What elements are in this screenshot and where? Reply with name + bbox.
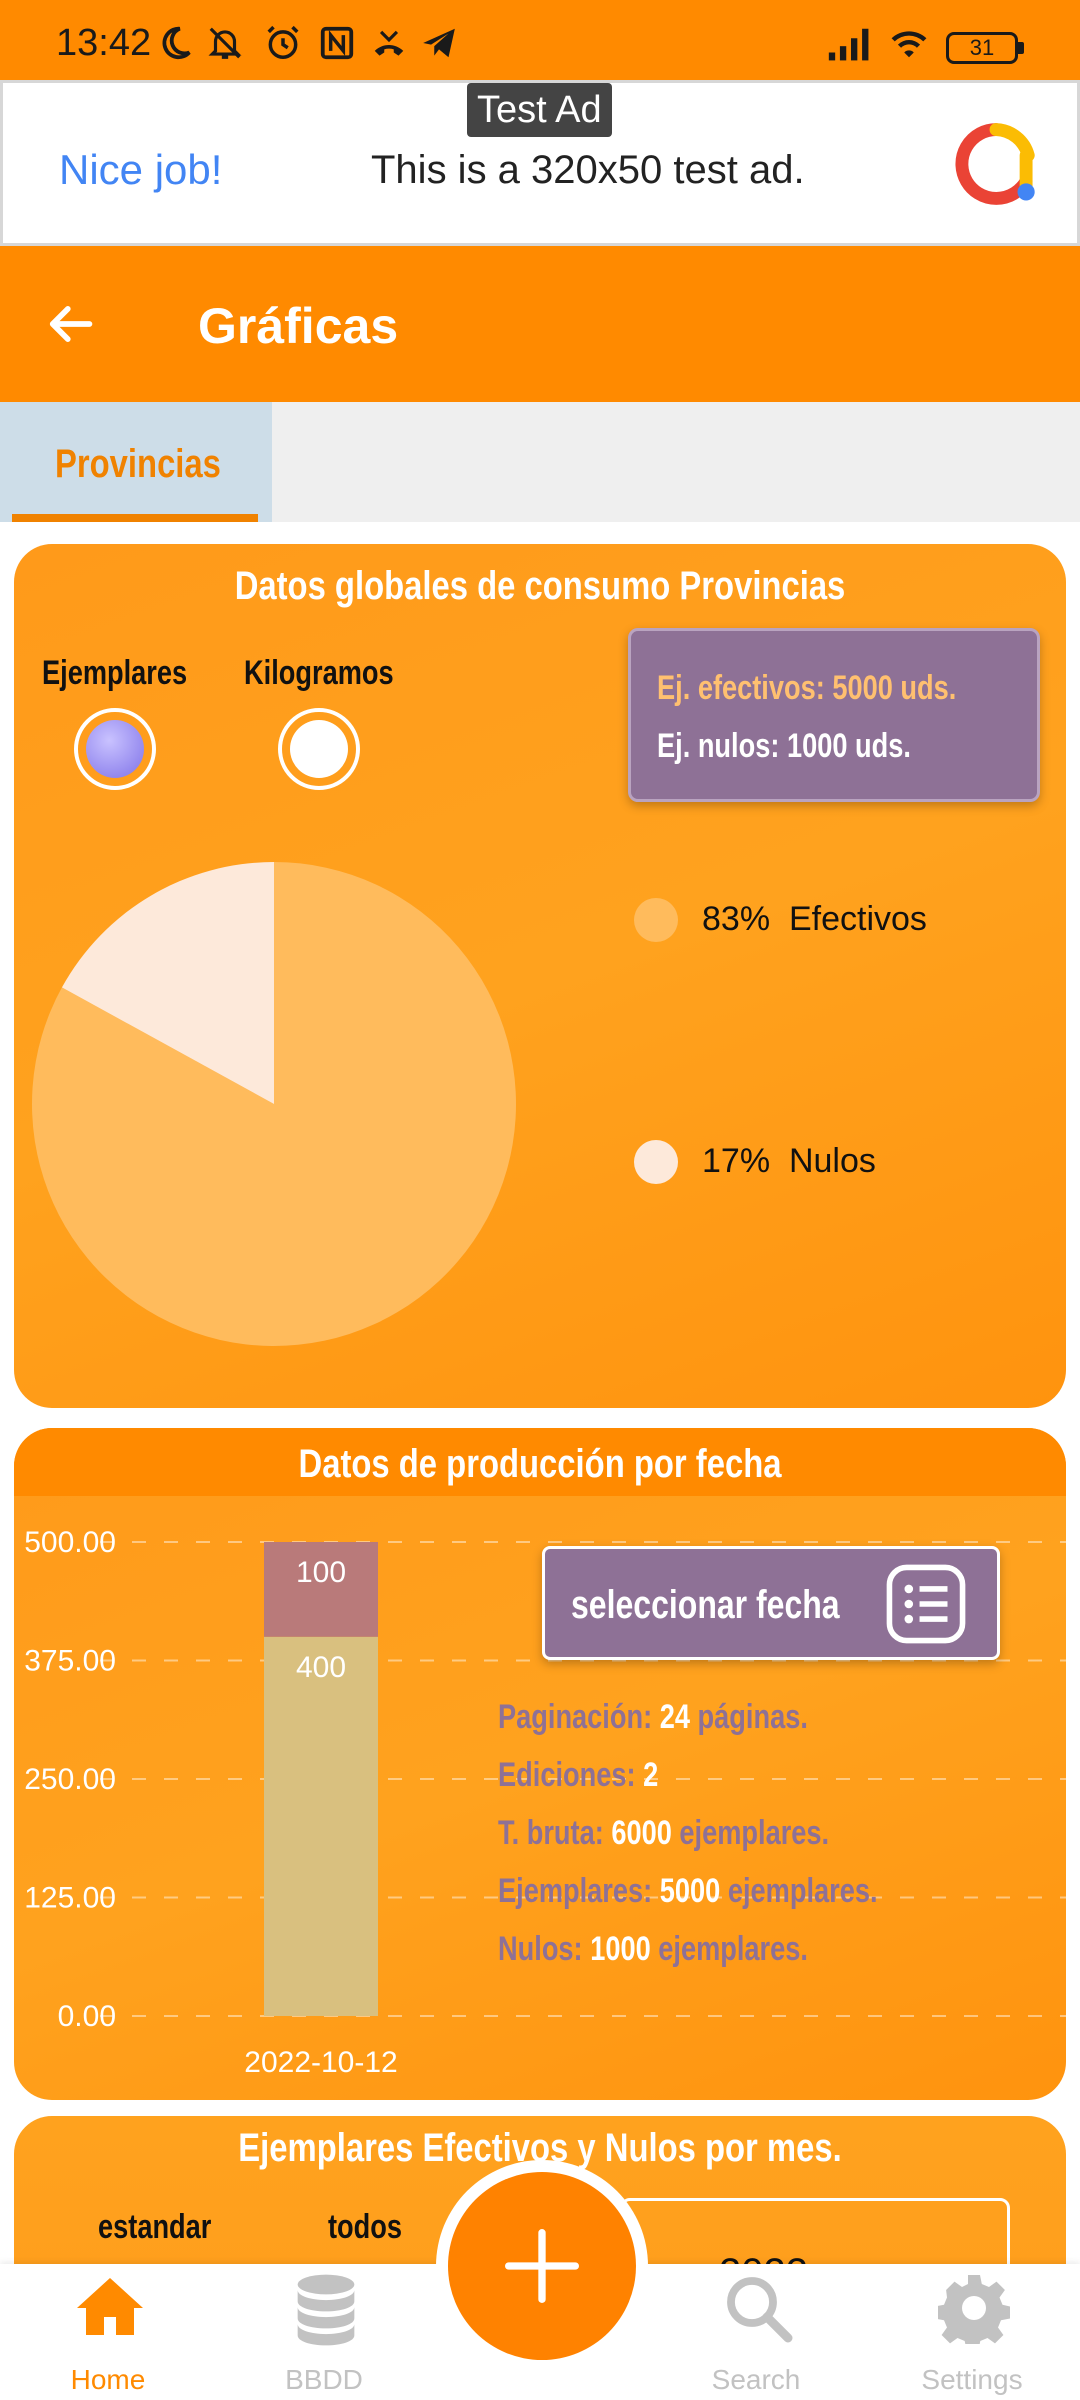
nav-search-label: Search <box>711 2364 801 2395</box>
gear-icon <box>938 2275 1010 2344</box>
production-card-title: Datos de producción por fecha <box>298 1442 782 1486</box>
battery-level: 31 <box>969 35 995 60</box>
pie-tooltip: Ej. efectivos: 5000 uds. Ej. nulos: 1000… <box>628 628 1040 802</box>
info-nulos: Nulos: 1000 ejemplares. <box>498 1930 808 1969</box>
radio-label-kilogramos: Kilogramos <box>244 654 394 692</box>
production-card-header <box>14 1428 1066 1496</box>
tab-indicator <box>12 514 258 522</box>
radio-label-todos: todos <box>328 2208 403 2246</box>
test-ad-badge: Test Ad <box>467 83 612 137</box>
moon-icon <box>162 26 191 60</box>
y-tick-label: 125.00 <box>24 1882 116 1915</box>
list-icon <box>886 1564 966 1644</box>
info-ejemplares-suffix: ejemplares. <box>727 1872 878 1910</box>
tooltip-efectivos: Ej. efectivos: 5000 uds. <box>657 669 957 707</box>
legend-efectivos: 83% Efectivos <box>702 900 927 939</box>
legend-nulos-percent: 17% <box>702 1142 771 1180</box>
info-paginacion-value: 24 <box>659 1698 690 1736</box>
radio-empty-dot <box>290 720 348 778</box>
bar-value-label: 400 <box>296 1651 346 1684</box>
pie-slice-nulos[interactable] <box>61 862 275 1104</box>
radio-label-ejemplares: Ejemplares <box>42 654 188 692</box>
arrow-left-icon[interactable] <box>44 298 96 350</box>
select-date-label: seleccionar fecha <box>571 1583 840 1627</box>
nav-home[interactable]: Home <box>8 2264 208 2400</box>
ad-headline: Nice job! <box>59 146 223 193</box>
y-tick-label: 375.00 <box>24 1645 116 1678</box>
legend-dot-nulos <box>634 1140 678 1184</box>
info-ediciones-value: 2 <box>643 1756 659 1794</box>
info-ediciones-label: Ediciones: <box>498 1756 636 1794</box>
nfc-icon <box>320 26 354 60</box>
info-nulos-label: Nulos: <box>498 1930 583 1968</box>
nav-home-label: Home <box>70 2364 146 2395</box>
y-tick-label: 250.00 <box>24 1763 116 1796</box>
info-ejemplares-value: 5000 <box>659 1872 721 1910</box>
nav-settings-label: Settings <box>921 2364 1023 2395</box>
production-card: Datos de producción por fecha 0.00 125.00… <box>14 1428 1066 2100</box>
status-bar: 13:42 31 <box>0 0 1080 80</box>
y-tick-label: 0.00 <box>58 2000 116 2033</box>
status-time: 13:42 <box>56 22 152 64</box>
missed-call-icon <box>374 30 404 56</box>
legend-efectivos-percent: 83% <box>702 900 771 938</box>
x-tick-label: 2022-10-12 <box>244 2046 397 2079</box>
battery-tip <box>1018 42 1024 54</box>
legend-dot-efectivos <box>634 898 678 942</box>
info-paginacion: Paginación: 24 páginas. <box>498 1698 808 1737</box>
legend-nulos-label: Nulos <box>788 1142 876 1180</box>
nav-settings[interactable]: Settings <box>872 2264 1072 2400</box>
info-tirada-bruta: T. bruta: 6000 ejemplares. <box>498 1814 829 1853</box>
bell-off-icon <box>208 27 242 59</box>
info-ejemplares-label: Ejemplares: <box>498 1872 653 1910</box>
y-tick-label: 500.00 <box>24 1526 116 1559</box>
info-tirada-value: 6000 <box>611 1814 672 1852</box>
wifi-icon <box>891 31 927 58</box>
legend-efectivos-label: Efectivos <box>788 900 927 938</box>
production-bar-chart[interactable]: 0.00 125.00 250.00 375.00 500.00 400 100 2022-1… <box>14 1498 1066 2100</box>
global-card-title: Datos globales de consumo Provincias <box>234 564 846 608</box>
select-date-button[interactable]: seleccionar fecha <box>542 1546 1000 1660</box>
radio-label-estandar: estandar <box>98 2208 212 2246</box>
radio-kilogramos[interactable] <box>278 708 360 790</box>
info-paginacion-label: Paginación: <box>498 1698 653 1736</box>
info-ejemplares: Ejemplares: 5000 ejemplares. <box>498 1872 878 1911</box>
battery-icon: 31 <box>946 32 1018 64</box>
search-icon <box>727 2277 793 2343</box>
nav-bbdd-label: BBDD <box>285 2364 363 2395</box>
fab-inner <box>448 2172 636 2360</box>
radio-selected-dot <box>86 720 144 778</box>
bar-segment-0[interactable] <box>264 1636 378 2016</box>
legend-nulos: 17% Nulos <box>702 1142 876 1181</box>
page-title: Gráficas <box>198 298 399 354</box>
bar-value-label: 100 <box>296 1556 346 1589</box>
info-tirada-suffix: ejemplares. <box>679 1814 830 1852</box>
database-icon <box>297 2274 355 2346</box>
tooltip-nulos: Ej. nulos: 1000 uds. <box>657 727 911 765</box>
bar-segment-1[interactable] <box>264 1542 378 1637</box>
info-paginacion-suffix: páginas. <box>697 1698 808 1736</box>
ad-message: This is a 320x50 test ad. <box>371 148 805 192</box>
ad-banner[interactable]: Test Ad Nice job! This is a 320x50 test … <box>0 80 1080 246</box>
global-consumption-card: Datos globales de consumo Provincias Eje… <box>14 544 1066 1408</box>
home-icon <box>77 2278 143 2335</box>
info-tirada-label: T. bruta: <box>498 1814 604 1852</box>
nav-bbdd[interactable]: BBDD <box>224 2264 424 2400</box>
pie-chart[interactable] <box>24 854 524 1354</box>
info-ediciones: Ediciones: 2 <box>498 1756 658 1795</box>
tab-provincias[interactable]: Provincias <box>0 402 272 522</box>
admob-logo-icon <box>955 123 1035 205</box>
info-nulos-value: 1000 <box>590 1930 651 1968</box>
telegram-icon <box>423 28 455 58</box>
plus-icon <box>505 2229 579 2303</box>
alarm-icon <box>267 25 299 59</box>
tab-bar: Provincias <box>0 402 1080 522</box>
signal-icon <box>828 28 869 61</box>
radio-ejemplares[interactable] <box>74 708 156 790</box>
tab-provincias-label: Provincias <box>55 442 221 486</box>
app-bar: Gráficas <box>0 246 1080 402</box>
info-nulos-suffix: ejemplares. <box>658 1930 808 1968</box>
add-fab-button[interactable] <box>436 2160 648 2372</box>
nav-search[interactable]: Search <box>656 2264 856 2400</box>
